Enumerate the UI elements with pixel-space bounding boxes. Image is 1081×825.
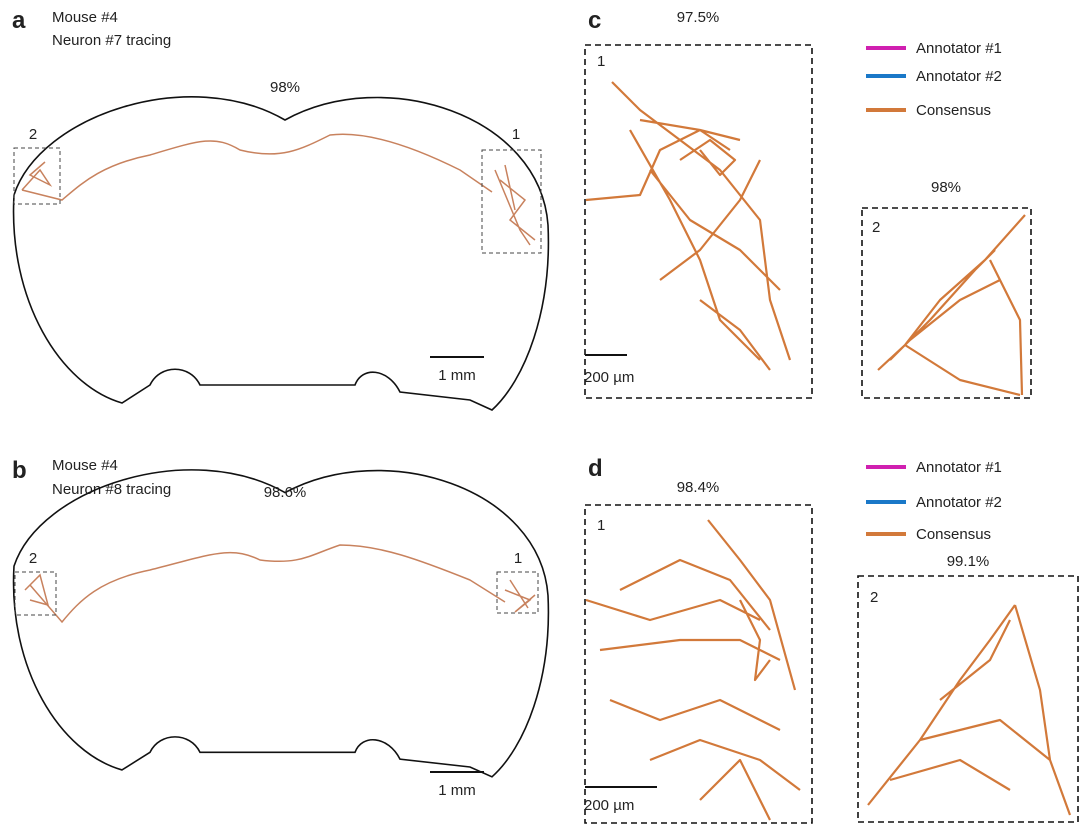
legend-label: Annotator #2 [916,68,1002,85]
legend-label: Annotator #1 [916,40,1002,57]
region-label: 1 [597,53,605,70]
zoom-box [585,505,812,823]
label: Mouse #4 [52,457,118,474]
tracing [868,605,1070,815]
scale-label: 200 µm [584,797,634,814]
region-label: 2 [29,126,37,143]
legend: Annotator #1 Annotator #2 Consensus [866,459,1002,543]
region-label: 2 [872,219,880,236]
score: 97.5% [677,9,720,26]
legend: Annotator #1 Annotator #2 Consensus [866,40,1002,119]
region-label: 2 [29,550,37,567]
region-label: 2 [870,589,878,606]
arbor [22,162,535,245]
panel-letter: d [588,455,603,482]
legend-label: Consensus [916,102,991,119]
panel-letter: b [12,457,27,484]
scale-label: 200 µm [584,369,634,386]
scale-label: 1 mm [438,782,476,799]
legend-label: Consensus [916,526,991,543]
panel-letter: c [588,7,601,34]
score: 98% [931,179,961,196]
score: 98.6% [264,484,307,501]
score: 99.1% [947,553,990,570]
scale-label: 1 mm [438,367,476,384]
zoom-box [858,576,1078,822]
label: Neuron #7 tracing [52,32,171,49]
region-label: 1 [514,550,522,567]
region-label: 1 [597,517,605,534]
panel-b: b Mouse #4 Neuron #8 tracing 98.6% 2 1 1… [12,457,548,799]
region-label: 1 [512,126,520,143]
panel-letter: a [12,7,26,34]
panel-d: d 98.4% 1 99.1% 2 200 µm Annotator #1Ann… [584,455,1078,823]
panel-c: c 97.5% 1 98% 2 200 µm Annotator #1Annot… [584,7,1031,398]
tracing [878,215,1025,395]
brain-outline [14,97,549,410]
axon [22,134,492,200]
legend-label: Annotator #1 [916,459,1002,476]
zoom-box [585,45,812,398]
legend-label: Annotator #2 [916,494,1002,511]
score: 98% [270,79,300,96]
arbor [25,575,535,612]
label: Mouse #4 [52,9,118,26]
score: 98.4% [677,479,720,496]
axon [30,545,505,622]
panel-a: a Mouse #4 Neuron #7 tracing 98% 2 1 1 m… [12,7,548,410]
tracing [586,82,790,370]
figure: a Mouse #4 Neuron #7 tracing 98% 2 1 1 m… [0,0,1081,825]
tracing [586,520,800,820]
brain-outline [14,470,549,777]
